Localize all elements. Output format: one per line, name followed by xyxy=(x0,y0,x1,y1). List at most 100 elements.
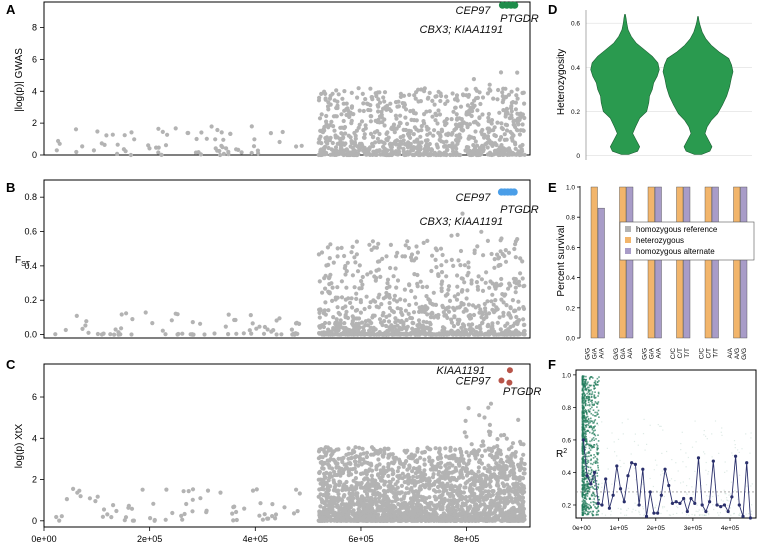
data-point xyxy=(339,112,344,117)
data-point xyxy=(95,129,100,134)
data-point xyxy=(340,136,345,141)
data-point xyxy=(509,113,514,118)
y-tick-label: 0.6 xyxy=(571,21,580,28)
pairwise-point xyxy=(593,421,595,424)
data-point xyxy=(480,321,485,326)
data-point xyxy=(326,327,331,332)
data-point xyxy=(377,292,382,297)
data-point xyxy=(376,451,381,456)
data-point xyxy=(156,126,161,131)
data-point xyxy=(318,324,323,329)
data-point xyxy=(361,148,366,153)
data-point xyxy=(427,90,432,95)
pairwise-point xyxy=(598,416,600,418)
data-point xyxy=(156,150,161,155)
data-point xyxy=(217,148,222,154)
panel-b-points xyxy=(53,211,527,337)
data-point xyxy=(152,518,157,523)
data-point xyxy=(376,109,381,114)
data-point xyxy=(331,260,336,265)
data-point xyxy=(507,473,512,478)
data-point xyxy=(123,515,129,520)
data-point xyxy=(508,283,513,288)
data-point xyxy=(463,513,468,519)
data-point xyxy=(289,327,294,332)
data-point xyxy=(356,125,361,130)
data-point xyxy=(339,295,345,300)
data-point xyxy=(424,320,429,325)
data-point xyxy=(445,148,450,153)
data-point xyxy=(495,120,500,125)
data-point xyxy=(181,489,186,494)
data-point xyxy=(405,149,410,155)
data-point xyxy=(464,121,469,126)
data-point xyxy=(406,245,411,251)
data-point xyxy=(462,263,467,268)
panel-a-highlight-points xyxy=(498,1,519,9)
data-point xyxy=(319,250,325,255)
data-point xyxy=(346,296,351,301)
data-point xyxy=(341,118,346,124)
data-point xyxy=(339,245,344,250)
data-point xyxy=(407,282,412,287)
data-point xyxy=(401,93,407,98)
legend-label-homozygous-alternate: homozygous alternate xyxy=(636,247,715,256)
data-point xyxy=(456,492,461,497)
data-point xyxy=(522,332,527,337)
data-point xyxy=(335,246,340,251)
data-point xyxy=(394,492,399,497)
survival-bar xyxy=(619,186,627,339)
data-point xyxy=(430,332,435,337)
data-point xyxy=(381,106,386,111)
data-point xyxy=(204,136,209,141)
pairwise-point xyxy=(592,414,594,416)
data-point xyxy=(394,254,399,259)
data-point xyxy=(440,252,445,258)
data-point xyxy=(165,132,170,137)
data-point xyxy=(495,97,500,102)
y-tick-label: 0.2 xyxy=(571,109,580,116)
data-point xyxy=(370,327,375,332)
data-point xyxy=(188,332,193,337)
data-point xyxy=(293,331,298,336)
data-point xyxy=(318,307,323,312)
data-point xyxy=(505,459,510,464)
data-point xyxy=(519,460,524,465)
data-point xyxy=(417,517,422,522)
pairwise-point xyxy=(585,375,587,378)
data-point xyxy=(363,470,368,475)
data-point xyxy=(385,446,390,451)
pairwise-point xyxy=(584,421,586,424)
data-point xyxy=(387,300,392,306)
data-point xyxy=(400,312,405,317)
data-point xyxy=(354,501,359,506)
pairwise-point xyxy=(594,495,596,498)
y-tick-label: 0 xyxy=(32,150,37,160)
pairwise-point xyxy=(597,469,600,471)
data-point xyxy=(427,141,432,147)
data-point xyxy=(521,452,526,457)
data-point xyxy=(350,501,355,506)
data-point xyxy=(435,121,440,126)
data-point xyxy=(402,152,407,158)
data-point xyxy=(398,297,403,302)
data-point xyxy=(448,144,453,149)
data-point xyxy=(413,295,418,300)
data-point xyxy=(343,272,348,277)
data-point xyxy=(356,463,361,468)
data-point xyxy=(520,142,525,148)
data-point xyxy=(446,309,452,314)
pairwise-point xyxy=(589,431,591,434)
data-point xyxy=(331,478,336,483)
data-point xyxy=(362,496,367,501)
data-point xyxy=(358,482,363,487)
data-point xyxy=(381,296,386,301)
data-point xyxy=(376,139,382,145)
data-point xyxy=(341,101,346,106)
data-point xyxy=(344,309,349,314)
data-point xyxy=(340,459,345,465)
pairwise-point xyxy=(592,437,595,439)
data-point xyxy=(480,485,485,490)
data-point xyxy=(454,297,460,302)
data-point xyxy=(320,498,325,503)
